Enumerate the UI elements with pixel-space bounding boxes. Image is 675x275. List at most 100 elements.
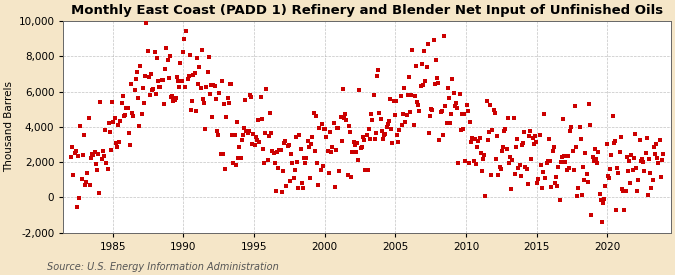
Point	[599, 197, 610, 201]
Point	[565, 128, 576, 133]
Point	[246, 95, 256, 99]
Point	[594, 192, 605, 196]
Point	[539, 112, 549, 117]
Point	[366, 112, 377, 116]
Point	[620, 189, 631, 193]
Point	[639, 169, 650, 173]
Point	[355, 146, 366, 150]
Point	[82, 171, 93, 175]
Point	[466, 140, 477, 144]
Point	[487, 128, 498, 132]
Point	[429, 82, 440, 86]
Point	[652, 156, 663, 161]
Point	[399, 86, 410, 90]
Point	[67, 145, 78, 149]
Point	[260, 131, 271, 136]
Point	[443, 96, 454, 101]
Point	[524, 128, 535, 133]
Point	[171, 75, 182, 80]
Point	[228, 161, 239, 166]
Point	[178, 50, 188, 54]
Point	[637, 157, 647, 161]
Point	[493, 173, 504, 177]
Y-axis label: Thousand Barrels: Thousand Barrels	[4, 81, 14, 172]
Point	[216, 79, 227, 83]
Point	[326, 150, 337, 154]
Point	[338, 86, 348, 91]
Point	[290, 168, 300, 172]
Point	[354, 87, 365, 92]
Point	[147, 88, 158, 92]
Point	[586, 213, 597, 217]
Point	[540, 176, 551, 180]
Point	[640, 151, 651, 155]
Point	[65, 155, 76, 159]
Point	[568, 168, 579, 173]
Point	[284, 142, 294, 147]
Point	[165, 54, 176, 59]
Point	[200, 127, 211, 131]
Point	[312, 161, 323, 165]
Point	[308, 111, 319, 115]
Point	[193, 81, 204, 86]
Point	[499, 128, 510, 133]
Point	[344, 124, 354, 128]
Point	[68, 173, 79, 178]
Point	[437, 133, 448, 138]
Point	[236, 138, 247, 142]
Point	[483, 138, 493, 142]
Point	[603, 176, 614, 180]
Point	[157, 78, 168, 82]
Point	[80, 183, 90, 188]
Point	[585, 123, 595, 128]
Point	[179, 37, 190, 41]
Point	[529, 134, 540, 138]
Point	[232, 119, 242, 124]
Point	[412, 100, 423, 104]
Point	[477, 169, 487, 174]
Point	[559, 153, 570, 158]
Point	[570, 145, 581, 150]
Point	[404, 75, 414, 79]
Point	[114, 140, 125, 145]
Point	[149, 50, 160, 55]
Point	[124, 143, 135, 147]
Point	[184, 53, 195, 58]
Point	[561, 167, 572, 172]
Point	[322, 149, 333, 153]
Point	[107, 100, 117, 104]
Point	[653, 161, 664, 166]
Point	[186, 108, 196, 112]
Point	[421, 65, 432, 69]
Point	[507, 158, 518, 163]
Point	[279, 141, 290, 145]
Point	[382, 122, 393, 126]
Point	[435, 110, 446, 114]
Point	[635, 159, 646, 163]
Point	[233, 156, 244, 160]
Point	[160, 67, 171, 71]
Point	[331, 148, 342, 152]
Point	[372, 74, 383, 78]
Point	[81, 180, 92, 185]
Point	[317, 122, 327, 127]
Point	[222, 96, 233, 100]
Point	[410, 64, 421, 68]
Point	[649, 145, 659, 149]
Point	[644, 157, 655, 161]
Point	[306, 141, 317, 146]
Point	[299, 155, 310, 160]
Point	[300, 161, 310, 165]
Point	[570, 103, 580, 108]
Point	[307, 134, 318, 139]
Point	[188, 73, 199, 77]
Point	[346, 175, 356, 179]
Point	[418, 49, 429, 53]
Point	[388, 99, 399, 103]
Point	[508, 116, 519, 120]
Point	[489, 111, 500, 115]
Point	[461, 103, 472, 108]
Point	[134, 124, 144, 128]
Point	[533, 177, 544, 181]
Point	[380, 131, 391, 136]
